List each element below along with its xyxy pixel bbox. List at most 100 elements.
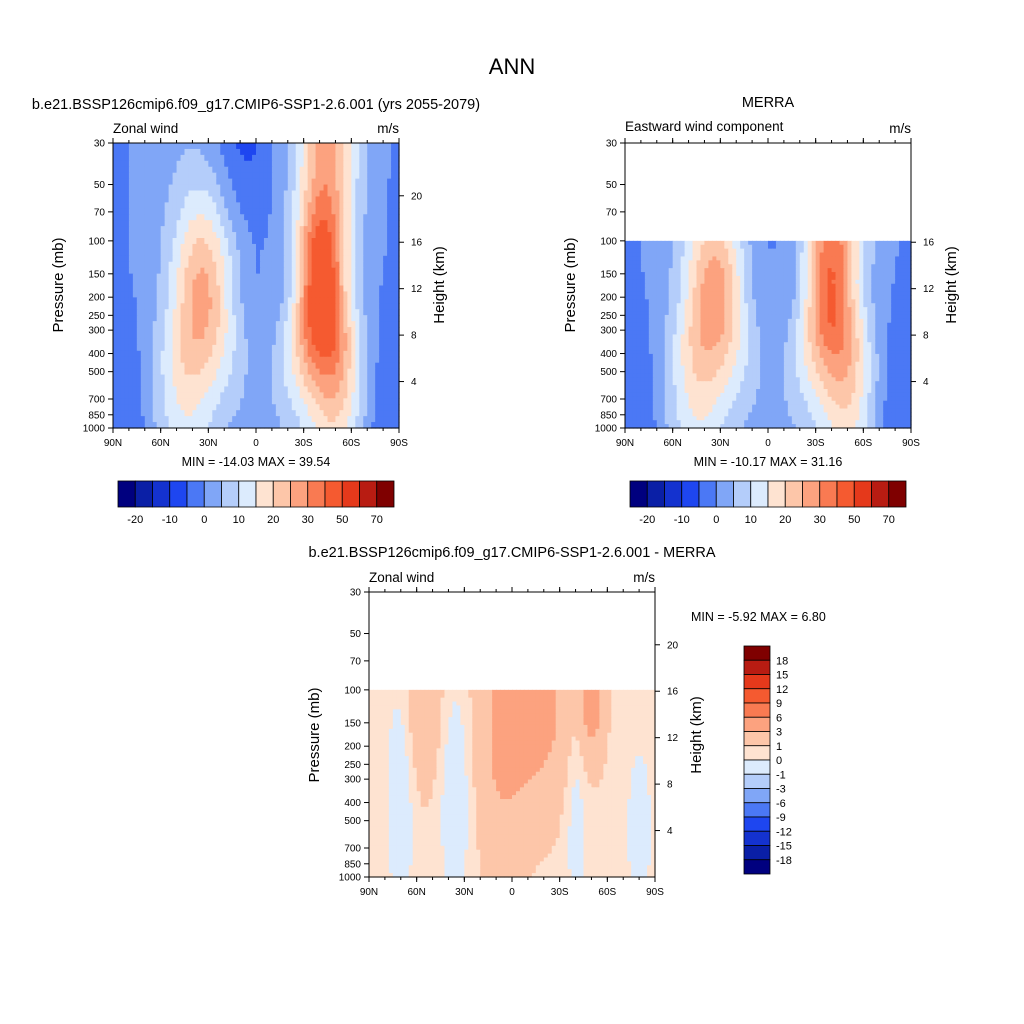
field-cell bbox=[859, 268, 864, 273]
field-cell bbox=[327, 422, 333, 429]
field-cell bbox=[648, 311, 654, 316]
field-cell bbox=[831, 311, 837, 316]
field-cell bbox=[279, 178, 285, 186]
field-cell bbox=[720, 275, 725, 281]
field-cell bbox=[371, 386, 376, 393]
field-cell bbox=[323, 261, 329, 269]
field-cell bbox=[311, 261, 317, 269]
field-cell bbox=[140, 214, 146, 221]
field-cell bbox=[323, 267, 329, 275]
field-cell bbox=[295, 196, 301, 203]
field-cell bbox=[343, 166, 348, 174]
field-cell bbox=[176, 243, 182, 251]
field-cell bbox=[212, 410, 217, 417]
field-cell bbox=[220, 202, 225, 209]
field-cell bbox=[204, 148, 209, 156]
field-cell bbox=[263, 279, 269, 287]
field-cell bbox=[156, 214, 162, 221]
field-cell bbox=[192, 196, 198, 203]
field-cell bbox=[180, 238, 186, 245]
field-cell bbox=[120, 321, 126, 328]
field-cell bbox=[379, 249, 384, 257]
field-cell bbox=[252, 196, 257, 203]
field-cell bbox=[275, 374, 281, 382]
field-cell bbox=[636, 279, 642, 285]
field-cell bbox=[120, 238, 126, 245]
field-cell bbox=[383, 291, 388, 298]
field-cell bbox=[327, 398, 333, 405]
field-cell bbox=[339, 309, 344, 316]
field-cell bbox=[275, 243, 281, 251]
field-cell bbox=[228, 267, 233, 275]
field-cell bbox=[200, 291, 205, 298]
field-cell bbox=[116, 214, 122, 221]
field-cell bbox=[327, 196, 333, 203]
field-cell bbox=[176, 226, 182, 233]
field-cell bbox=[240, 202, 245, 209]
field-cell bbox=[696, 248, 702, 254]
field-cell bbox=[244, 160, 249, 168]
field-cell bbox=[172, 309, 178, 316]
field-cell bbox=[700, 275, 706, 281]
field-cell bbox=[395, 315, 400, 322]
field-cell bbox=[839, 275, 845, 281]
field-cell bbox=[363, 249, 368, 257]
field-cell bbox=[628, 248, 634, 254]
field-cell bbox=[271, 321, 277, 328]
field-cell bbox=[331, 249, 337, 257]
field-cell bbox=[188, 261, 194, 269]
field-cell bbox=[220, 226, 225, 233]
field-cell bbox=[787, 244, 793, 250]
field-cell bbox=[184, 291, 190, 298]
field-cell bbox=[359, 154, 364, 162]
field-cell bbox=[188, 327, 194, 334]
field-cell bbox=[204, 356, 209, 364]
field-cell bbox=[672, 291, 678, 297]
colorbar-swatch bbox=[290, 480, 309, 508]
field-cell bbox=[244, 214, 249, 221]
field-cell bbox=[113, 327, 118, 334]
field-cell bbox=[359, 232, 364, 239]
field-cell bbox=[879, 291, 884, 297]
field-cell bbox=[124, 344, 130, 352]
field-cell bbox=[172, 143, 178, 150]
field-cell bbox=[367, 380, 372, 388]
field-cell bbox=[660, 307, 666, 312]
field-cell bbox=[311, 172, 317, 180]
field-cell bbox=[152, 226, 158, 233]
field-cell bbox=[319, 214, 325, 221]
field-cell bbox=[736, 303, 741, 308]
field-cell bbox=[883, 240, 888, 246]
field-cell bbox=[375, 338, 380, 346]
field-cell bbox=[156, 297, 162, 304]
field-cell bbox=[327, 344, 333, 352]
field-cell bbox=[395, 309, 400, 316]
field-cell bbox=[704, 264, 710, 269]
field-cell bbox=[248, 238, 253, 245]
field-cell bbox=[371, 416, 376, 423]
field-cell bbox=[256, 238, 261, 245]
field-cell bbox=[259, 196, 265, 203]
field-cell bbox=[240, 315, 245, 322]
field-cell bbox=[895, 291, 900, 297]
field-cell bbox=[692, 256, 698, 261]
field-cell bbox=[387, 249, 392, 257]
field-cell bbox=[319, 196, 325, 203]
field-cell bbox=[728, 268, 733, 273]
field-cell bbox=[168, 232, 174, 239]
field-cell bbox=[363, 356, 368, 364]
field-cell bbox=[204, 214, 209, 221]
field-cell bbox=[760, 295, 765, 300]
colorbar-label: 30 bbox=[302, 514, 314, 526]
field-cell bbox=[252, 243, 257, 251]
field-cell bbox=[379, 202, 384, 209]
field-cell bbox=[259, 422, 265, 429]
field-cell bbox=[323, 398, 329, 405]
field-cell bbox=[395, 374, 400, 382]
field-cell bbox=[724, 256, 729, 261]
field-cell bbox=[263, 315, 269, 322]
field-cell bbox=[212, 243, 217, 251]
field-cell bbox=[756, 248, 761, 254]
field-cell bbox=[831, 248, 837, 254]
field-cell bbox=[644, 299, 650, 304]
